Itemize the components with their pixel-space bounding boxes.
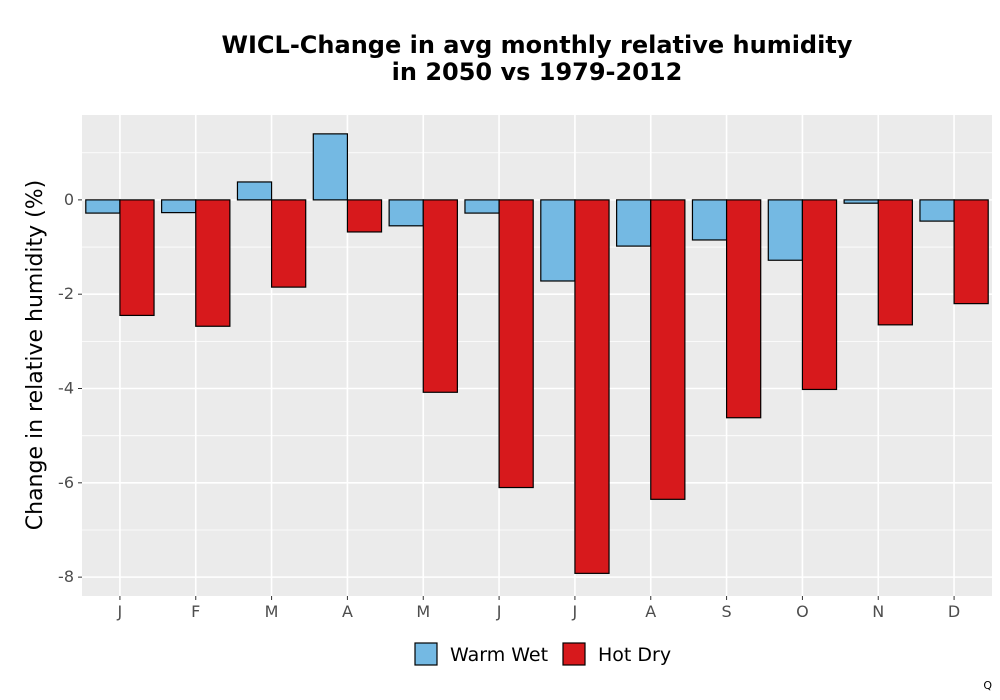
bar-hot-dry-9 [801, 199, 838, 391]
legend-key-hot-dry [562, 642, 586, 666]
y-axis: 0 -2 -4 -6 -8 [58, 190, 82, 586]
bar-hot-dry-3 [346, 199, 383, 233]
bar-hot-dry-5 [498, 199, 534, 489]
bar-warm-wet-3 [312, 133, 349, 201]
bar-warm-wet-0 [85, 199, 121, 214]
bar-hot-dry-7 [650, 199, 686, 500]
bar-hot-dry-10 [877, 199, 913, 326]
bar-warm-wet-11 [919, 199, 955, 222]
x-tick-label: D [948, 602, 960, 621]
x-tick-label: F [191, 602, 200, 621]
legend: Warm Wet Hot Dry [414, 642, 671, 666]
bar-hot-dry-1 [195, 199, 231, 327]
corner-mark: Q [983, 679, 992, 692]
bar-warm-wet-1 [161, 199, 197, 214]
bar-hot-dry-8 [725, 199, 762, 419]
legend-label-hot-dry: Hot Dry [598, 644, 671, 666]
legend-label-warm-wet: Warm Wet [450, 644, 548, 666]
legend-key-warm-wet [414, 642, 438, 666]
x-tick-label: A [645, 602, 656, 621]
bar-hot-dry-2 [270, 199, 307, 288]
chart-title: WICL-Change in avg monthly relative humi… [221, 31, 853, 86]
bar-warm-wet-6 [540, 199, 576, 282]
bar-warm-wet-9 [767, 199, 804, 261]
x-tick-label: O [796, 602, 809, 621]
y-tick-label: -2 [58, 284, 74, 303]
bar-hot-dry-4 [422, 199, 458, 393]
bar-hot-dry-0 [119, 199, 155, 317]
bar-hot-dry-11 [953, 199, 989, 305]
y-axis-title: Change in relative humidity (%) [23, 180, 48, 530]
bar-warm-wet-4 [388, 199, 424, 227]
x-tick-label: S [722, 602, 732, 621]
bar-warm-wet-7 [616, 199, 652, 247]
bar-warm-wet-5 [464, 199, 500, 214]
bar-warm-wet-8 [691, 199, 728, 241]
x-tick-label: M [416, 602, 430, 621]
bar-warm-wet-2 [236, 181, 273, 201]
y-tick-label: -6 [58, 473, 74, 492]
x-tick-label: M [265, 602, 279, 621]
y-tick-label: -4 [58, 379, 74, 398]
y-tick-label: 0 [64, 190, 74, 209]
bar-hot-dry-6 [574, 199, 610, 574]
bar-warm-wet-10 [843, 199, 879, 204]
y-tick-label: -8 [58, 567, 74, 586]
bars [85, 133, 989, 574]
x-tick-label: J [496, 602, 502, 621]
x-tick-label: N [872, 602, 884, 621]
plot-panel [82, 115, 992, 596]
x-tick-label: J [117, 602, 123, 621]
x-tick-label: A [342, 602, 353, 621]
x-tick-label: J [572, 602, 578, 621]
